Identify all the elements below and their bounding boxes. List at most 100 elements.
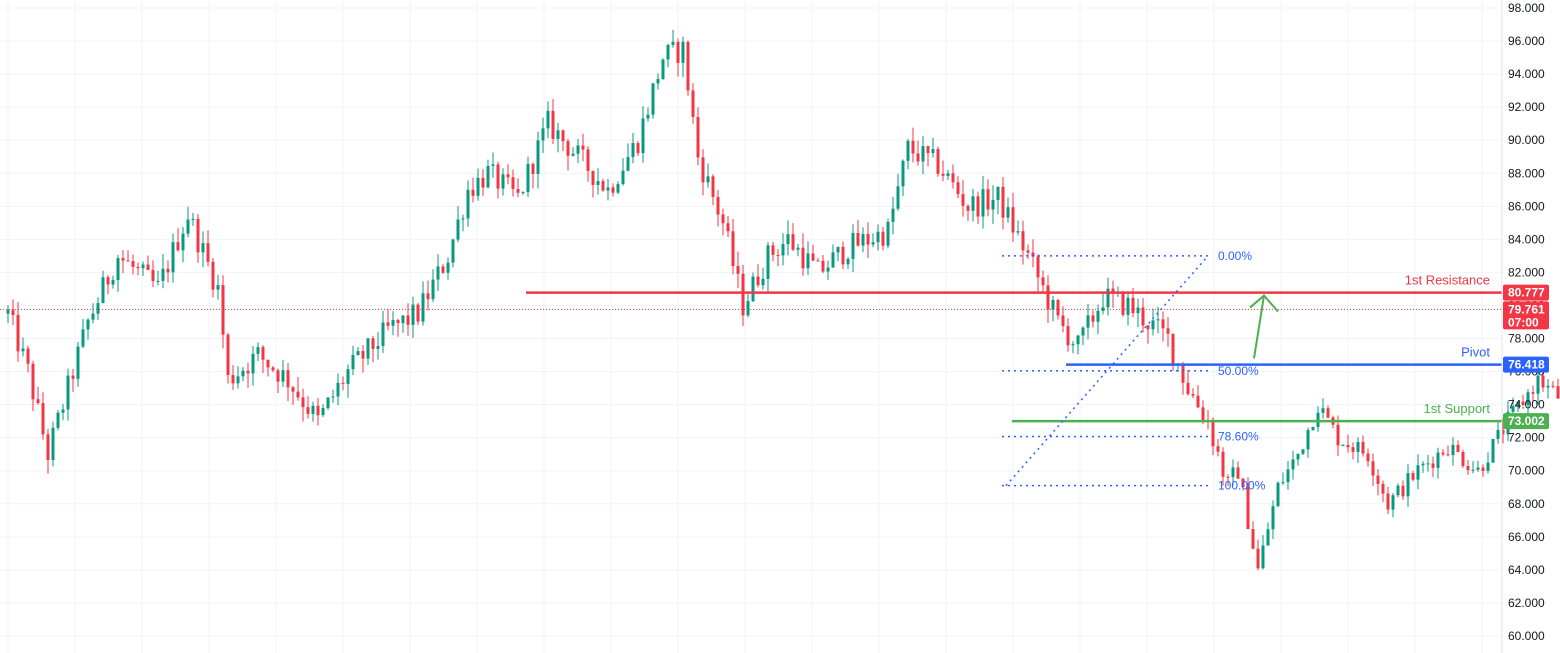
candle (901, 159, 905, 197)
candle-body (371, 338, 375, 349)
candle-body (1391, 495, 1395, 510)
candle-body (666, 44, 670, 60)
candle-body (1231, 467, 1235, 478)
candle (1431, 456, 1435, 478)
candle-body (261, 347, 265, 360)
candle-body (586, 149, 590, 171)
candle (1381, 480, 1385, 503)
candle (56, 410, 60, 431)
candle-body (1081, 327, 1085, 336)
candle-body (366, 338, 370, 359)
candle-body (501, 174, 505, 189)
candle-body (646, 114, 650, 119)
candle (531, 162, 535, 189)
candle-body (1401, 485, 1405, 497)
candle (1291, 450, 1295, 480)
fib-label-1: 50.00% (1218, 364, 1259, 378)
candle-body (786, 234, 790, 245)
candle (1216, 439, 1220, 457)
candle-body (61, 409, 65, 413)
candle (1436, 447, 1440, 479)
candle-body (401, 315, 405, 324)
y-tick-label: 68.000 (1508, 497, 1545, 511)
candle (161, 254, 165, 289)
candle-body (206, 243, 210, 262)
candle (276, 368, 280, 394)
candle (456, 206, 460, 243)
candle-body (1366, 453, 1370, 462)
grid-layer (0, 0, 1502, 653)
candle-body (781, 244, 785, 256)
candle-body (601, 181, 605, 191)
candle (966, 204, 970, 221)
candle-body (1111, 288, 1115, 294)
candle-body (571, 153, 575, 156)
candle (796, 243, 800, 257)
candle (1006, 197, 1010, 223)
candle-body (86, 319, 90, 330)
y-tick-label: 62.000 (1508, 596, 1545, 610)
price-axis[interactable]: 60.000 62.000 64.000 66.000 68.000 70.000 72.0… (1501, 0, 1549, 653)
candle (1476, 460, 1480, 472)
fib-label-2: 78.60% (1218, 429, 1259, 443)
candle (546, 101, 550, 139)
candle (1151, 308, 1155, 336)
candle (906, 138, 910, 170)
candle-body (391, 320, 395, 326)
candle (326, 397, 330, 410)
candle (41, 392, 45, 440)
candle-body (486, 165, 490, 188)
candle (756, 264, 760, 288)
fibonacci-retracement[interactable]: 0.00% 50.00% 78.60% 100.00% (1002, 249, 1279, 493)
candle (731, 219, 735, 275)
y-tick-label: 72.000 (1508, 431, 1545, 445)
candle (741, 264, 745, 327)
candle-body (1171, 333, 1175, 364)
candle-body (1456, 444, 1460, 452)
candle-body (241, 370, 245, 377)
candle (946, 169, 950, 181)
candle (346, 364, 350, 398)
candle-layer (6, 29, 1560, 571)
candle (251, 346, 255, 386)
fib-label-3: 100.00% (1218, 479, 1266, 493)
candle (286, 363, 290, 402)
candle-body (101, 277, 105, 304)
candle (656, 73, 660, 90)
candle (1546, 378, 1550, 399)
candle (676, 38, 680, 77)
candle-body (1426, 463, 1430, 465)
candle (821, 255, 825, 274)
candle (1261, 535, 1265, 570)
candle-body (1501, 429, 1505, 435)
candle (1301, 449, 1305, 456)
candle (586, 146, 590, 182)
candle (576, 138, 580, 164)
candle (426, 280, 430, 311)
candle (921, 136, 925, 175)
candle-body (1221, 451, 1225, 477)
candle-body (771, 245, 775, 255)
candle-body (381, 322, 385, 347)
candle-body (26, 348, 30, 364)
candle (1306, 427, 1310, 458)
candle (1191, 388, 1195, 399)
candle-body (116, 258, 120, 280)
candle-body (21, 348, 25, 352)
candle-body (551, 110, 555, 139)
candle (21, 337, 25, 357)
candle (961, 180, 965, 217)
candle (121, 250, 125, 274)
candle (306, 396, 310, 419)
candle (1016, 220, 1020, 236)
candle-body (696, 117, 700, 158)
candle-body (446, 262, 450, 273)
candle-body (711, 176, 715, 197)
candle (971, 188, 975, 222)
candle (1081, 326, 1085, 346)
level-tag-0: 80.777 (1503, 284, 1549, 301)
projection-arrow-head (1249, 294, 1279, 313)
candle-body (271, 367, 275, 371)
candle-body (136, 266, 140, 269)
